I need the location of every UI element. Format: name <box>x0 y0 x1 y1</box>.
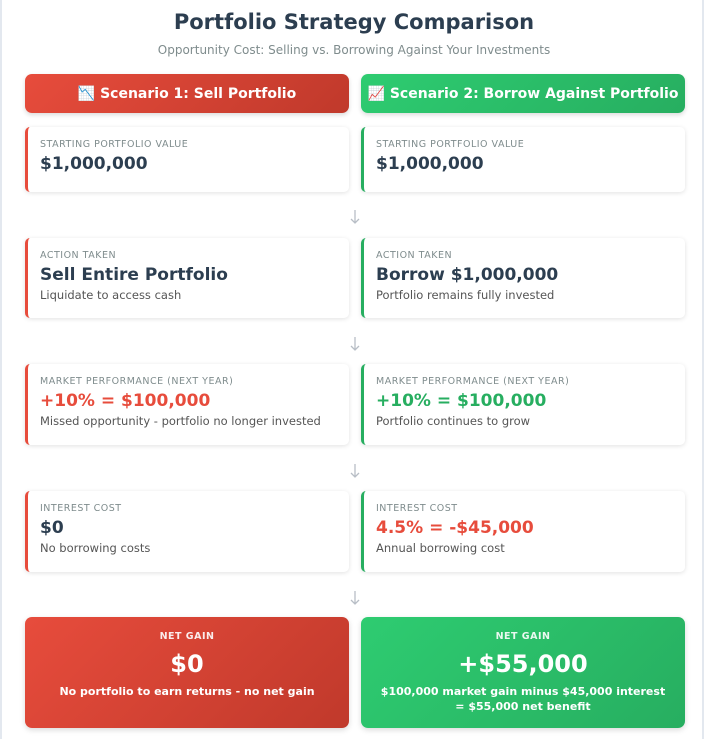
step-value: $1,000,000 <box>40 154 148 174</box>
step-card: ACTION TAKEN Borrow $1,000,000 Portfolio r… <box>361 238 685 318</box>
arrow <box>350 337 360 351</box>
step-label: MARKET PERFORMANCE (NEXT YEAR) <box>376 376 570 387</box>
step-card: INTEREST COST 4.5% = -$45,000 Annual borro… <box>361 491 685 572</box>
step-card: MARKET PERFORMANCE (NEXT YEAR) +10% = $10… <box>25 364 349 445</box>
step-note: Portfolio remains fully invested <box>376 288 555 302</box>
subtitle: Opportunity Cost: Selling vs. Borrowing … <box>157 43 551 57</box>
step-note: Annual borrowing cost <box>376 541 505 555</box>
step-note: Liquidate to access cash <box>40 288 182 302</box>
arrow <box>350 210 360 224</box>
result-value: +$55,000 <box>458 650 588 678</box>
step-value: Sell Entire Portfolio <box>40 265 228 285</box>
step-value: Borrow $1,000,000 <box>376 265 559 285</box>
step-label: MARKET PERFORMANCE (NEXT YEAR) <box>40 376 234 387</box>
step-label: ACTION TAKEN <box>40 250 117 261</box>
step-card: MARKET PERFORMANCE (NEXT YEAR) +10% = $10… <box>361 364 685 445</box>
result-value: $0 <box>170 650 204 678</box>
step-label: STARTING PORTFOLIO VALUE <box>40 139 189 150</box>
result-note: No portfolio to earn returns - no net ga… <box>59 685 315 698</box>
result-label: NET GAIN <box>159 631 215 642</box>
step-card: ACTION TAKEN Sell Entire Portfolio Liquida… <box>25 238 349 318</box>
step-value: +10% = $100,000 <box>376 391 547 411</box>
step-note: No borrowing costs <box>40 541 151 555</box>
step-card: STARTING PORTFOLIO VALUE $1,000,000 <box>25 127 349 192</box>
step-value: $1,000,000 <box>376 154 484 174</box>
step-card: INTEREST COST $0 No borrowing costs <box>25 491 349 572</box>
step-label: ACTION TAKEN <box>376 250 453 261</box>
scenario-heading: 📉 Scenario 1: Sell Portfolio <box>25 74 349 113</box>
step-label: STARTING PORTFOLIO VALUE <box>376 139 525 150</box>
arrow <box>350 464 360 478</box>
arrow <box>350 591 360 605</box>
result-label: NET GAIN <box>495 631 551 642</box>
step-note: Portfolio continues to grow <box>376 414 531 428</box>
result-card: NET GAIN $0 No portfolio to earn returns -… <box>25 617 349 728</box>
step-label: INTEREST COST <box>376 503 458 514</box>
step-note: Missed opportunity - portfolio no longer… <box>40 414 321 428</box>
step-value: 4.5% = -$45,000 <box>376 518 534 538</box>
result-card: NET GAIN +$55,000 $100,000 market gain min… <box>361 617 685 728</box>
result-note: $100,000 market gain minus $45,000 inter… <box>380 685 666 714</box>
step-value: $0 <box>40 518 64 538</box>
scenario-heading: 📈 Scenario 2: Borrow Against Portfolio <box>361 74 685 113</box>
title: Portfolio Strategy Comparison <box>173 10 535 34</box>
step-card: STARTING PORTFOLIO VALUE $1,000,000 <box>361 127 685 192</box>
step-label: INTEREST COST <box>40 503 122 514</box>
step-value: +10% = $100,000 <box>40 391 211 411</box>
